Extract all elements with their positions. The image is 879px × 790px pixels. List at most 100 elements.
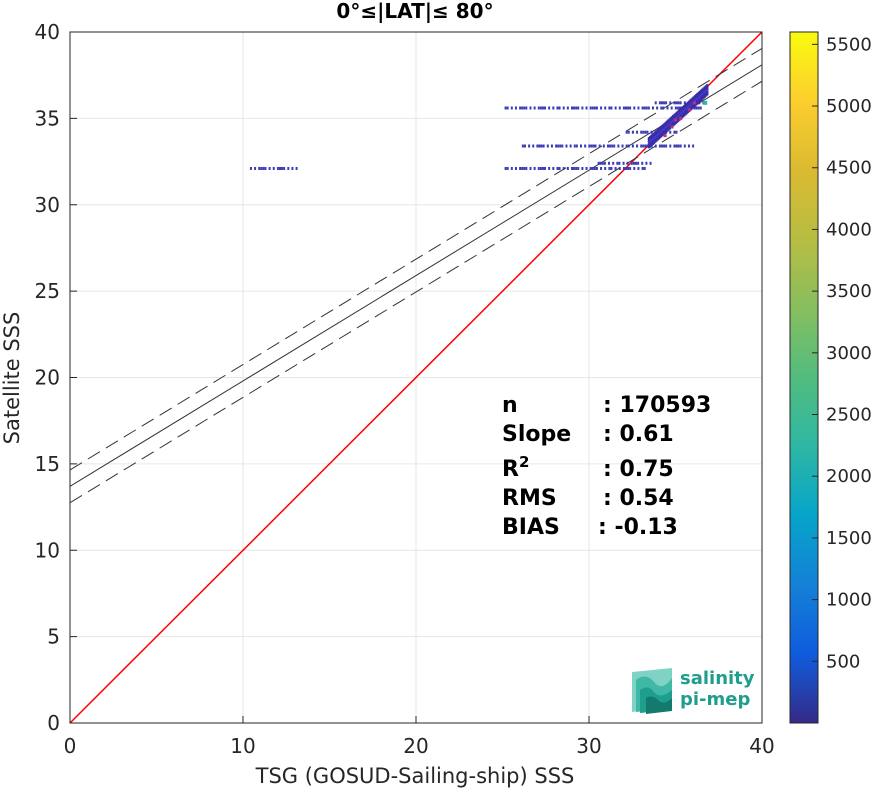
density-point xyxy=(629,166,632,170)
density-point xyxy=(695,106,698,110)
density-point xyxy=(268,166,271,170)
density-point xyxy=(529,106,532,110)
density-point xyxy=(666,106,669,110)
density-point xyxy=(281,166,284,170)
chart-title: 0°≤|LAT|≤ 80° xyxy=(336,0,493,23)
stat-value: : 170593 xyxy=(603,393,711,418)
density-point xyxy=(571,106,574,110)
density-point xyxy=(525,166,528,170)
density-point xyxy=(249,166,252,170)
density-point xyxy=(654,144,657,148)
density-point xyxy=(687,144,690,148)
density-point xyxy=(678,106,681,110)
y-tick-label: 15 xyxy=(35,452,60,476)
stat-value: : 0.54 xyxy=(603,486,674,511)
density-point xyxy=(705,86,709,90)
y-tick-label: 25 xyxy=(35,279,60,303)
density-point xyxy=(624,106,627,110)
y-axis-label: Satellite SSS xyxy=(0,312,24,445)
density-point xyxy=(645,161,648,165)
density-point xyxy=(602,144,605,148)
stat-label: Slope xyxy=(502,422,571,447)
density-point xyxy=(575,106,578,110)
density-point xyxy=(597,161,600,165)
density-point xyxy=(595,106,598,110)
colorbar-ticks: 500 1000 1500 2000 2500 3000 3500 4000 4500 5000 5… xyxy=(812,34,872,672)
density-point xyxy=(573,144,576,148)
density-point xyxy=(627,166,630,170)
density-point xyxy=(625,144,628,148)
density-point xyxy=(626,161,629,165)
colorbar-tick-label: 3000 xyxy=(826,343,872,364)
density-point xyxy=(679,144,682,148)
density-point xyxy=(585,166,588,170)
density-point xyxy=(594,144,597,148)
density-point xyxy=(618,161,621,165)
density-point xyxy=(633,106,636,110)
colorbar-tick-label: 2000 xyxy=(826,466,872,487)
density-point xyxy=(559,144,562,148)
density-point xyxy=(537,166,540,170)
density-point xyxy=(291,166,294,170)
density-point xyxy=(577,106,580,110)
density-point xyxy=(295,166,298,170)
density-point xyxy=(636,130,639,134)
stat-value: : 0.61 xyxy=(603,422,674,447)
density-point xyxy=(660,106,663,110)
density-point xyxy=(541,166,544,170)
density-point xyxy=(635,161,638,165)
y-tick-label: 35 xyxy=(35,106,60,130)
hot-point xyxy=(674,118,677,122)
density-point xyxy=(514,106,517,110)
stats-box: n: 170593 Slope: 0.61 R2: 0.75 RMS: 0.54 BIA… xyxy=(502,393,711,540)
density-point xyxy=(519,166,522,170)
density-point xyxy=(618,166,621,170)
density-point xyxy=(673,101,676,105)
density-point xyxy=(523,106,526,110)
density-point xyxy=(523,166,526,170)
density-point xyxy=(646,144,649,148)
density-point xyxy=(599,161,602,165)
density-point xyxy=(556,106,559,110)
density-point xyxy=(562,106,565,110)
density-point xyxy=(610,166,613,170)
density-point xyxy=(548,166,551,170)
density-point xyxy=(669,130,672,134)
density-point xyxy=(643,106,646,110)
density-point xyxy=(644,130,647,134)
density-point xyxy=(705,92,709,96)
density-point xyxy=(633,166,636,170)
density-point xyxy=(649,161,652,165)
density-point xyxy=(627,144,630,148)
x-tick-label: 10 xyxy=(230,734,255,758)
density-point xyxy=(692,144,695,148)
density-point xyxy=(640,130,643,134)
colorbar-tick-label: 4000 xyxy=(826,219,872,240)
density-point xyxy=(604,106,607,110)
density-point xyxy=(614,106,617,110)
density-point xyxy=(528,144,531,148)
density-point xyxy=(637,161,640,165)
density-point xyxy=(272,166,275,170)
density-point xyxy=(683,144,686,148)
density-point xyxy=(651,106,654,110)
density-point xyxy=(260,166,263,170)
density-point xyxy=(542,144,545,148)
density-point xyxy=(562,166,565,170)
x-tick-label: 0 xyxy=(64,734,77,758)
density-point xyxy=(521,166,524,170)
density-point xyxy=(571,166,574,170)
colorbar-tick-label: 3500 xyxy=(826,281,872,302)
density-point xyxy=(673,130,676,134)
stat-value: : -0.13 xyxy=(598,515,678,540)
density-point xyxy=(506,166,509,170)
density-point xyxy=(584,144,587,148)
density-point xyxy=(592,144,595,148)
data-points xyxy=(249,84,709,170)
density-point xyxy=(287,166,290,170)
logo-line-2: pi-mep xyxy=(680,689,750,710)
density-point xyxy=(593,106,596,110)
colorbar-tick-label: 1000 xyxy=(826,590,872,611)
density-point xyxy=(675,144,678,148)
